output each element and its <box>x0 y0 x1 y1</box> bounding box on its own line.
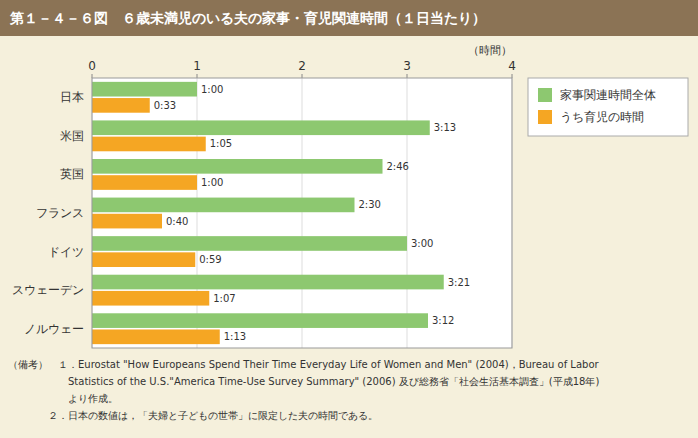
chart: 第１－４－６図 ６歳未満児のいる夫の家事・育児関連時間（１日当たり） 0 1 2 3 4 （… <box>0 0 698 438</box>
category-label: 米国 <box>60 129 84 143</box>
category-label: フランス <box>36 206 84 220</box>
bar <box>92 214 162 229</box>
data-label: 3:13 <box>434 122 456 133</box>
tick-label: 0 <box>88 59 96 73</box>
bar <box>92 329 220 344</box>
tick-label: 1 <box>193 59 201 73</box>
bar <box>92 159 383 174</box>
legend-entry: 家事関連時間全体 <box>560 88 656 102</box>
data-label: 1:05 <box>210 138 232 149</box>
data-label: 1:00 <box>201 84 223 95</box>
data-label: 0:59 <box>199 254 221 265</box>
bar <box>92 291 209 306</box>
tick-mark <box>302 74 303 78</box>
category-label: ノルウェー <box>24 322 84 336</box>
title-bar <box>0 0 698 36</box>
category-label: ドイツ <box>48 245 84 259</box>
bar <box>92 120 430 135</box>
background <box>0 0 698 438</box>
note: （備考） １．Eurostat "How Europeans Spend The… <box>8 359 600 370</box>
tick-mark <box>407 74 408 78</box>
category-label: 日本 <box>60 90 84 104</box>
data-label: 1:00 <box>201 177 223 188</box>
data-label: 0:40 <box>166 216 188 227</box>
data-label: 2:30 <box>359 199 381 210</box>
category-label: スウェーデン <box>12 283 84 297</box>
tick-mark <box>512 74 513 78</box>
tick-label: 2 <box>298 59 306 73</box>
grid-line <box>197 78 198 348</box>
data-label: 2:46 <box>387 161 409 172</box>
plot-frame <box>92 78 512 348</box>
legend-swatch <box>538 88 552 102</box>
note: より作成。 <box>8 393 118 404</box>
data-label: 3:00 <box>411 238 433 249</box>
note: ２．日本の数値は，「夫婦と子どもの世帯」に限定した夫の時間である。 <box>8 410 378 421</box>
data-label: 3:21 <box>448 277 470 288</box>
legend-box <box>528 78 688 136</box>
bars <box>92 82 444 344</box>
tick-mark <box>197 74 198 78</box>
legend-entry: うち育児の時間 <box>560 110 644 124</box>
data-label: 1:07 <box>213 293 235 304</box>
bar <box>92 236 407 251</box>
title: 第１－４－６図 ６歳未満児のいる夫の家事・育児関連時間（１日当たり） <box>9 10 486 26</box>
tick-label: 3 <box>403 59 411 73</box>
note: Statistics of the U.S."America Time-Use … <box>8 376 599 387</box>
bar <box>92 198 355 213</box>
category-label: 英国 <box>60 167 84 181</box>
legend: 家事関連時間全体うち育児の時間 <box>528 78 688 136</box>
bar <box>92 252 195 267</box>
tick-mark <box>92 74 93 78</box>
plot-area <box>92 78 512 348</box>
bar <box>92 275 444 290</box>
labels: 1:00 0:33 3:13 1:05 2:46 1:00 2:30 0:40 3:00 0:59… <box>154 84 470 343</box>
axis-label: （時間） <box>468 44 512 57</box>
bar <box>92 137 206 152</box>
data-label: 3:12 <box>432 315 454 326</box>
legend-swatch <box>538 110 552 124</box>
bar <box>92 175 197 190</box>
grid-line <box>407 78 408 348</box>
bar <box>92 313 428 328</box>
tick-label: 4 <box>508 59 516 73</box>
bar <box>92 82 197 97</box>
grid-line <box>302 78 303 348</box>
data-label: 1:13 <box>224 331 246 342</box>
data-label: 0:33 <box>154 100 176 111</box>
bar <box>92 98 150 113</box>
